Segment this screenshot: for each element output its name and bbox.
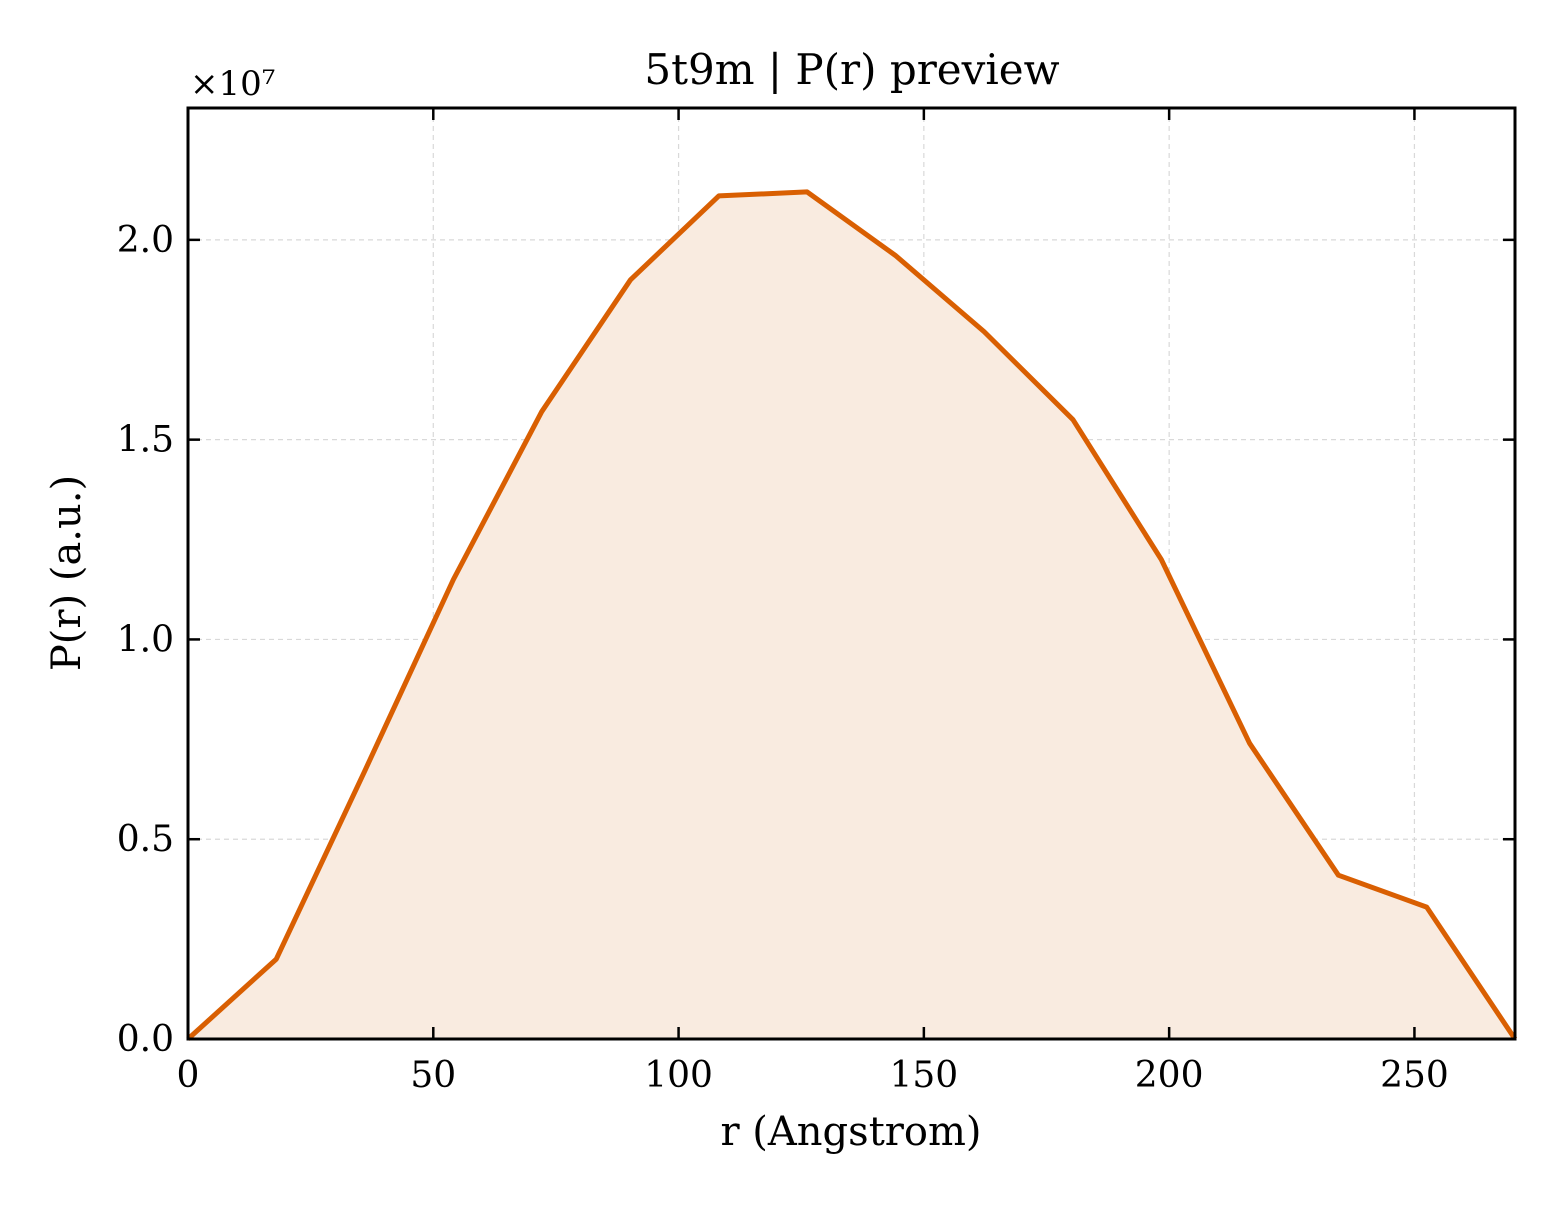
x-tick-label: 50	[410, 1055, 456, 1096]
series-area-fill	[188, 191, 1515, 1039]
x-tick-label: 250	[1380, 1055, 1449, 1096]
y-tick-label: 1.5	[117, 420, 174, 461]
x-tick-label: 100	[644, 1055, 713, 1096]
y-tick-label: 2.0	[117, 220, 174, 261]
labels: 5t9m | P(r) preview ×10⁷ r (Angstrom) P(…	[44, 45, 1449, 1155]
y-tick-label: 0.5	[117, 819, 174, 860]
plot-frame	[186, 106, 1517, 1041]
x-axis-label: r (Angstrom)	[720, 1109, 981, 1155]
y-offset-label: ×10⁷	[190, 64, 275, 104]
y-axis-label: P(r) (a.u.)	[44, 475, 90, 671]
x-tick-label: 200	[1135, 1055, 1204, 1096]
data-layer	[186, 189, 1518, 1041]
axes	[186, 106, 1517, 1041]
x-tick-label: 150	[890, 1055, 959, 1096]
chart-title: 5t9m | P(r) preview	[644, 45, 1059, 94]
y-tick-label: 1.0	[117, 619, 174, 660]
x-tick-label: 0	[177, 1055, 200, 1096]
y-tick-label: 0.0	[117, 1019, 174, 1060]
series-line	[186, 189, 1518, 1041]
